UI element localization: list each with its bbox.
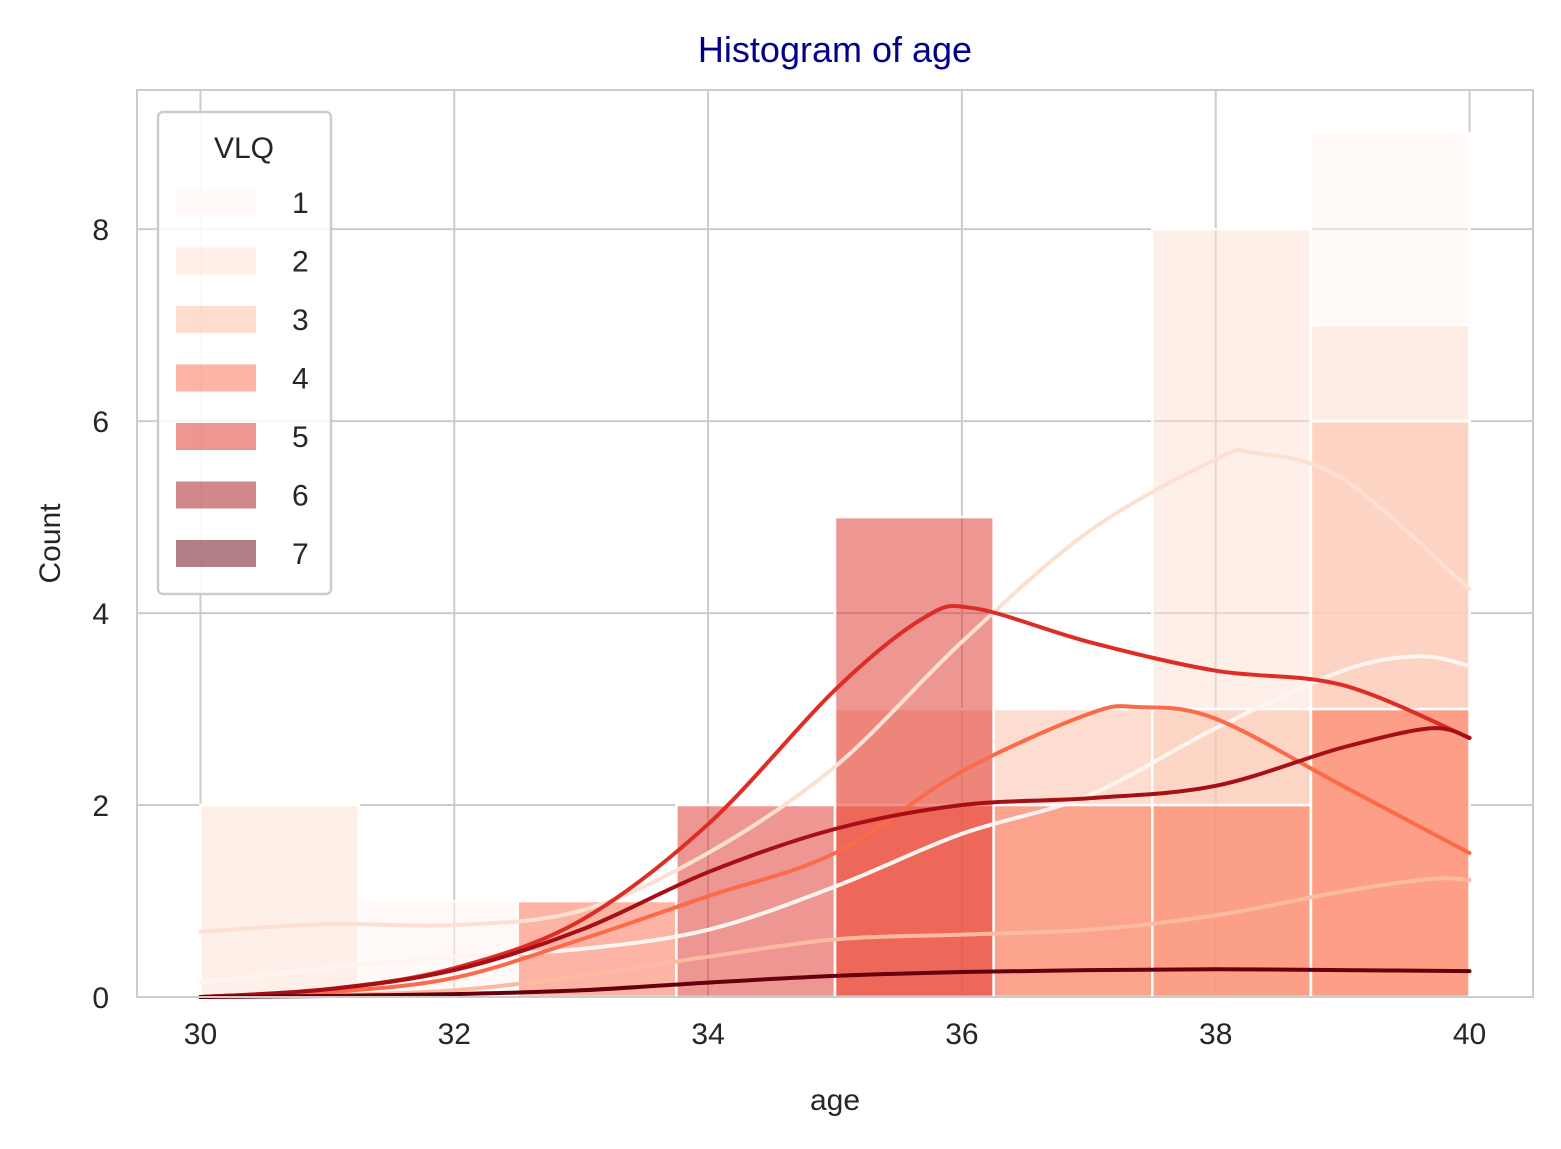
legend-swatch-vlq-4 [176, 364, 256, 392]
plot-frame [136, 89, 1534, 998]
y-tick-label: 2 [92, 790, 109, 823]
legend-swatch-vlq-3 [176, 306, 256, 333]
legend-label-vlq-5: 5 [292, 421, 309, 454]
legend-swatch-vlq-7 [176, 540, 256, 567]
kde-line-vlq-3 [198, 876, 1472, 999]
x-tick-label: 34 [691, 1018, 724, 1051]
x-tick-label: 40 [1453, 1018, 1486, 1051]
bar-vlq-2-bin-0 [199, 803, 361, 999]
legend-label-vlq-3: 3 [292, 304, 309, 337]
legend-swatch-vlq-2 [176, 247, 256, 275]
y-axis-label: Count [34, 503, 67, 584]
legend-items: 1 2 3 4 5 6 7 [176, 187, 309, 571]
legend-swatch-vlq-6 [176, 481, 256, 509]
legend: VLQ 1 2 3 4 5 6 7 [156, 110, 333, 596]
bar-vlq-4-bin-7 [1309, 707, 1471, 999]
chart-title: Histogram of age [698, 29, 972, 70]
y-tick-label: 0 [92, 982, 109, 1015]
legend-swatch-vlq-1 [176, 189, 256, 216]
kde-line-vlq-4 [198, 704, 1472, 999]
legend-label-vlq-7: 7 [292, 538, 309, 571]
x-tick-label: 38 [1199, 1018, 1232, 1051]
legend-box [156, 110, 333, 596]
bar-vlq-5-bin-4 [833, 515, 995, 999]
x-tick-label: 30 [184, 1018, 217, 1051]
x-tick-label: 32 [438, 1018, 471, 1051]
legend-label-vlq-6: 6 [292, 480, 309, 513]
kde-line-vlq-7 [198, 967, 1472, 999]
histogram-bars [199, 131, 1471, 999]
legend-label-vlq-2: 2 [292, 246, 309, 279]
legend-label-vlq-1: 1 [292, 187, 309, 220]
x-axis-label: age [810, 1084, 860, 1117]
y-tick-label: 8 [92, 214, 109, 247]
kde-curves [198, 448, 1472, 999]
x-tick-label: 36 [945, 1018, 978, 1051]
legend-title: VLQ [214, 132, 274, 165]
y-tick-label: 6 [92, 406, 109, 439]
y-tick-label: 4 [92, 598, 109, 631]
kde-line-vlq-6 [198, 726, 1472, 999]
kde-line-vlq-2 [198, 448, 1472, 934]
legend-label-vlq-4: 4 [292, 363, 309, 396]
legend-swatch-vlq-5 [176, 423, 256, 450]
